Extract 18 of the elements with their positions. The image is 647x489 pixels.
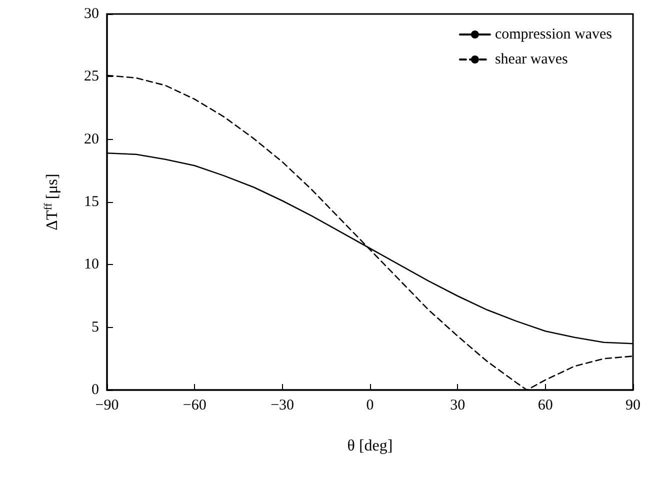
x-tick-label: 90: [626, 398, 640, 414]
legend-label: shear waves: [494, 52, 568, 68]
x-tick-label: 30: [450, 398, 466, 414]
x-tick-label: −90: [95, 398, 119, 414]
y-axis-title: ΔTff [μs]: [42, 174, 61, 230]
y-tick-label: 10: [84, 256, 99, 273]
x-axis-title: θ [deg]: [347, 438, 393, 454]
y-tick-label: 30: [84, 6, 99, 22]
y-tick-label: 25: [84, 68, 99, 85]
x-tick-label: −60: [182, 398, 206, 414]
x-tick-label: −30: [270, 398, 294, 414]
legend-label: compression waves: [494, 26, 612, 42]
y-tick-label: 15: [84, 194, 99, 210]
y-tick-label: 5: [92, 319, 99, 336]
y-tick-label: 0: [92, 382, 99, 398]
x-tick-label: 60: [538, 398, 553, 414]
x-tick-label: 0: [366, 398, 374, 414]
y-tick-label: 20: [84, 131, 99, 148]
